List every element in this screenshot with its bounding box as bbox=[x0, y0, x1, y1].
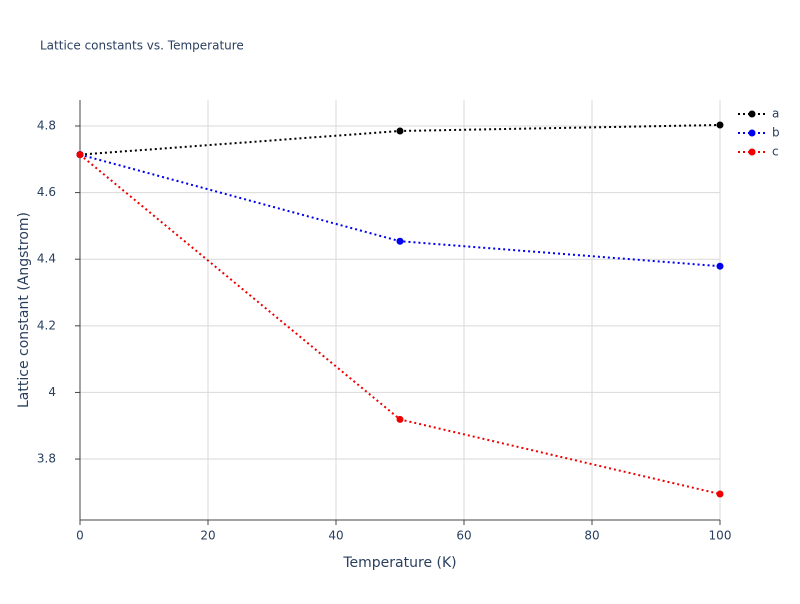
y-tick-label: 3.8 bbox=[37, 452, 56, 466]
legend-label: b bbox=[772, 126, 780, 140]
data-point bbox=[396, 415, 404, 423]
data-point bbox=[716, 121, 724, 129]
x-tick-label: 60 bbox=[456, 529, 471, 543]
x-axis-label: Temperature (K) bbox=[342, 555, 456, 571]
x-tick-label: 100 bbox=[709, 529, 732, 543]
y-tick-label: 4.2 bbox=[37, 318, 56, 332]
series-line bbox=[79, 153, 721, 495]
y-tick-label: 4.8 bbox=[37, 118, 56, 132]
chart-title: Lattice constants vs. Temperature bbox=[40, 39, 244, 53]
data-point bbox=[396, 127, 404, 135]
data-point bbox=[76, 151, 84, 159]
legend-marker bbox=[748, 110, 756, 118]
legend-marker bbox=[748, 129, 756, 137]
data-point bbox=[396, 237, 404, 245]
legend-marker bbox=[748, 148, 756, 156]
data-point bbox=[716, 490, 724, 498]
x-tick-label: 20 bbox=[200, 529, 215, 543]
x-tick-label: 40 bbox=[328, 529, 343, 543]
y-tick-label: 4.4 bbox=[37, 252, 56, 266]
y-axis-label: Lattice constant (Angstrom) bbox=[16, 212, 32, 408]
y-tick-label: 4.6 bbox=[37, 185, 56, 199]
legend-label: c bbox=[772, 145, 779, 159]
x-tick-label: 80 bbox=[584, 529, 599, 543]
data-point bbox=[716, 262, 724, 270]
x-tick-label: 0 bbox=[76, 529, 84, 543]
legend-label: a bbox=[772, 107, 779, 121]
series-line bbox=[79, 153, 721, 268]
y-tick-label: 4 bbox=[48, 385, 56, 399]
